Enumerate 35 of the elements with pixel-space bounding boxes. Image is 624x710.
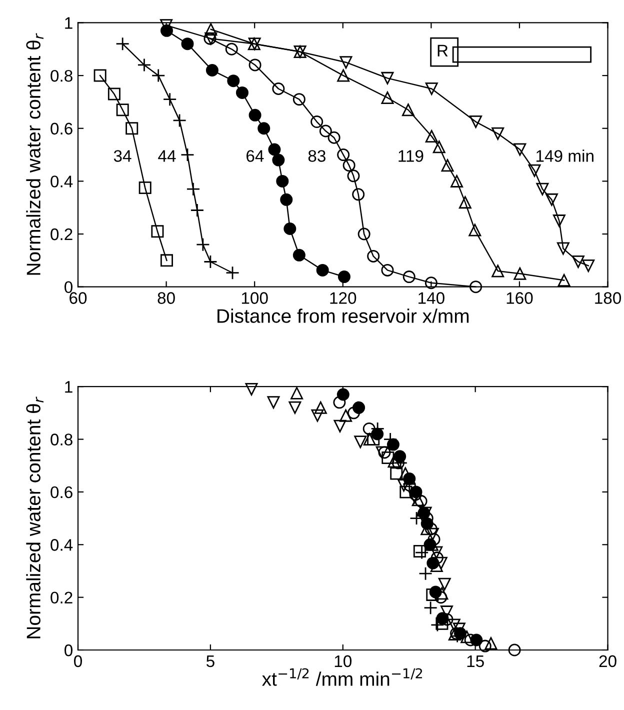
x-tick-label: 120 xyxy=(330,292,356,304)
x-tick-label: 160 xyxy=(506,292,533,304)
x-tick-label: 60 xyxy=(70,292,87,304)
y-tick-label: 0.2 xyxy=(50,228,72,240)
y-tick-label: 0 xyxy=(64,644,72,656)
annotation: R xyxy=(438,44,448,56)
y-tick-label: 0 xyxy=(64,281,72,294)
annotation: 44 xyxy=(158,150,176,162)
annotation: 64 xyxy=(246,150,264,162)
x-tick-label: 80 xyxy=(158,292,175,304)
annotation: 119 xyxy=(398,150,424,162)
y-axis-title: Normalized water content θ$_{r}$ xyxy=(26,396,44,638)
annotation: 149 min xyxy=(536,150,594,162)
annotation: 34 xyxy=(114,150,132,162)
x-tick-label: 180 xyxy=(595,292,622,304)
y-tick-label: 0.2 xyxy=(50,592,72,604)
y-tick-label: 0.4 xyxy=(50,176,73,188)
x-tick-label: 140 xyxy=(418,292,444,304)
y-tick-label: 0.6 xyxy=(50,122,72,135)
y-tick-label: 0.8 xyxy=(50,70,72,82)
y-axis-title: Normalized water content θ$_{r}$ xyxy=(26,33,44,275)
x-tick-label: 15 xyxy=(467,655,484,668)
y-tick-label: 1 xyxy=(65,381,72,393)
x-tick-label: 0 xyxy=(74,655,82,668)
x-tick-label: 10 xyxy=(334,655,352,668)
x-tick-label: 5 xyxy=(206,655,214,668)
y-tick-label: 1 xyxy=(65,17,72,29)
y-tick-label: 0.6 xyxy=(50,486,72,498)
y-tick-label: 0.8 xyxy=(50,434,72,446)
x-tick-label: 100 xyxy=(242,292,268,304)
x-axis-title: xt$^{−1/2}$ /mm min$^{−1/2}$ xyxy=(262,668,422,686)
annotation: 83 xyxy=(308,150,326,162)
x-axis-title: Distance from reservoir x/mm xyxy=(218,308,469,323)
x-tick-label: 20 xyxy=(599,655,616,668)
y-tick-label: 0.4 xyxy=(50,539,73,551)
